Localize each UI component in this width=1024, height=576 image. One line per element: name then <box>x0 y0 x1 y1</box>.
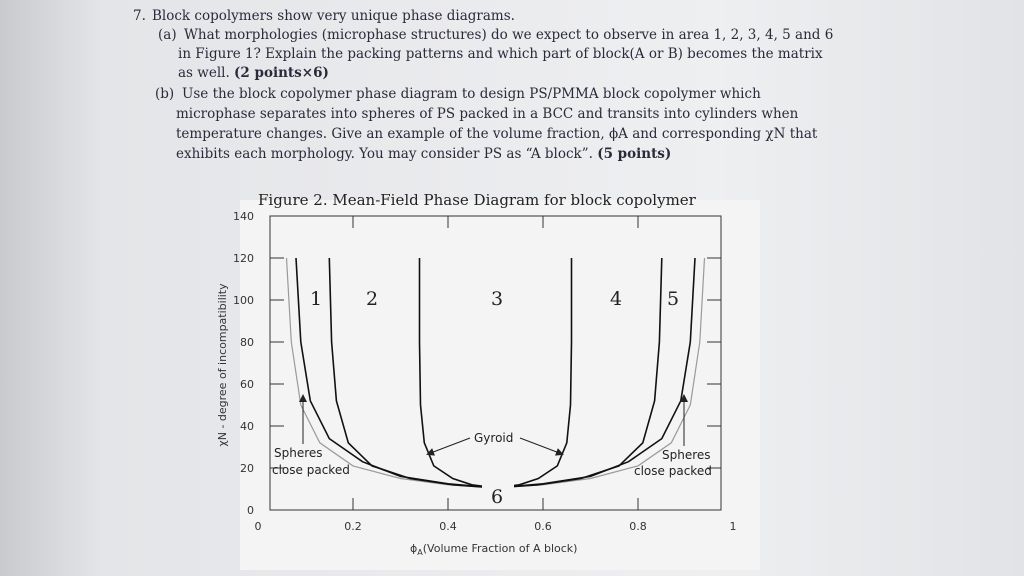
x-label-symbol: ϕ <box>410 542 417 555</box>
plot-frame <box>269 215 722 511</box>
part-line: exhibits each morphology. You may consid… <box>176 146 671 162</box>
region-label: 3 <box>491 288 503 310</box>
figure-title: Figure 2. Mean-Field Phase Diagram for b… <box>258 191 697 209</box>
y-tick-label: 100 <box>233 294 254 307</box>
part-line-text: exhibits each morphology. You may consid… <box>176 146 593 162</box>
part-line: What morphologies (microphase structures… <box>184 27 833 43</box>
part-label: (b) <box>155 86 174 102</box>
part-line-text: as well. <box>178 65 230 81</box>
region-label: 5 <box>667 288 679 310</box>
part-line: microphase separates into spheres of PS … <box>176 106 799 122</box>
arrow <box>519 437 564 456</box>
part-line: in Figure 1? Explain the packing pattern… <box>178 46 823 62</box>
y-tick-label: 40 <box>240 420 254 433</box>
points: (2 points×6) <box>234 65 329 81</box>
y-tick-label: 60 <box>240 378 254 391</box>
y-tick-label: 0 <box>247 504 254 517</box>
part-label: (a) <box>158 27 177 43</box>
figure-area <box>240 200 760 570</box>
close-packed-label: close packed <box>634 464 712 478</box>
gyroid-label: Gyroid <box>474 431 513 445</box>
x-tick-label: 1 <box>730 520 737 533</box>
part-line: Use the block copolymer phase diagram to… <box>182 86 761 102</box>
x-tick-label: 0 <box>255 520 262 533</box>
spheres-label: Spheres <box>662 448 711 462</box>
y-axis-label: χN - degree of incompatibility <box>216 283 229 447</box>
spheres-label: Spheres <box>274 446 323 460</box>
part-line: temperature changes. Give an example of … <box>176 126 818 142</box>
y-tick-label: 80 <box>240 336 254 349</box>
y-tick-label: 120 <box>233 252 254 265</box>
arrow <box>426 437 471 456</box>
x-label-sub: A <box>417 548 423 557</box>
annotations: 1 2 3 4 5 6 Gyroid Spheres close packed … <box>272 288 712 508</box>
x-tick-label: 0.6 <box>534 520 552 533</box>
region-label: 2 <box>366 288 378 310</box>
region-label: 4 <box>610 288 622 310</box>
x-tick-label: 0.8 <box>629 520 647 533</box>
x-axis-label: ϕA(Volume Fraction of A block) <box>410 542 577 557</box>
region-label: 1 <box>310 288 322 310</box>
y-tick-label: 140 <box>233 210 254 223</box>
x-tick-label: 0.2 <box>344 520 362 533</box>
question-number: 7. <box>133 8 146 24</box>
question-intro: Block copolymers show very unique phase … <box>152 8 515 24</box>
points: (5 points) <box>597 146 671 162</box>
close-packed-label: close packed <box>272 463 350 477</box>
x-label-text: (Volume Fraction of A block) <box>423 542 578 555</box>
region-6-box <box>482 484 514 506</box>
region-label: 6 <box>491 486 503 508</box>
x-tick-label: 0.4 <box>439 520 457 533</box>
part-line: as well. (2 points×6) <box>178 65 329 81</box>
y-tick-label: 20 <box>240 462 254 475</box>
